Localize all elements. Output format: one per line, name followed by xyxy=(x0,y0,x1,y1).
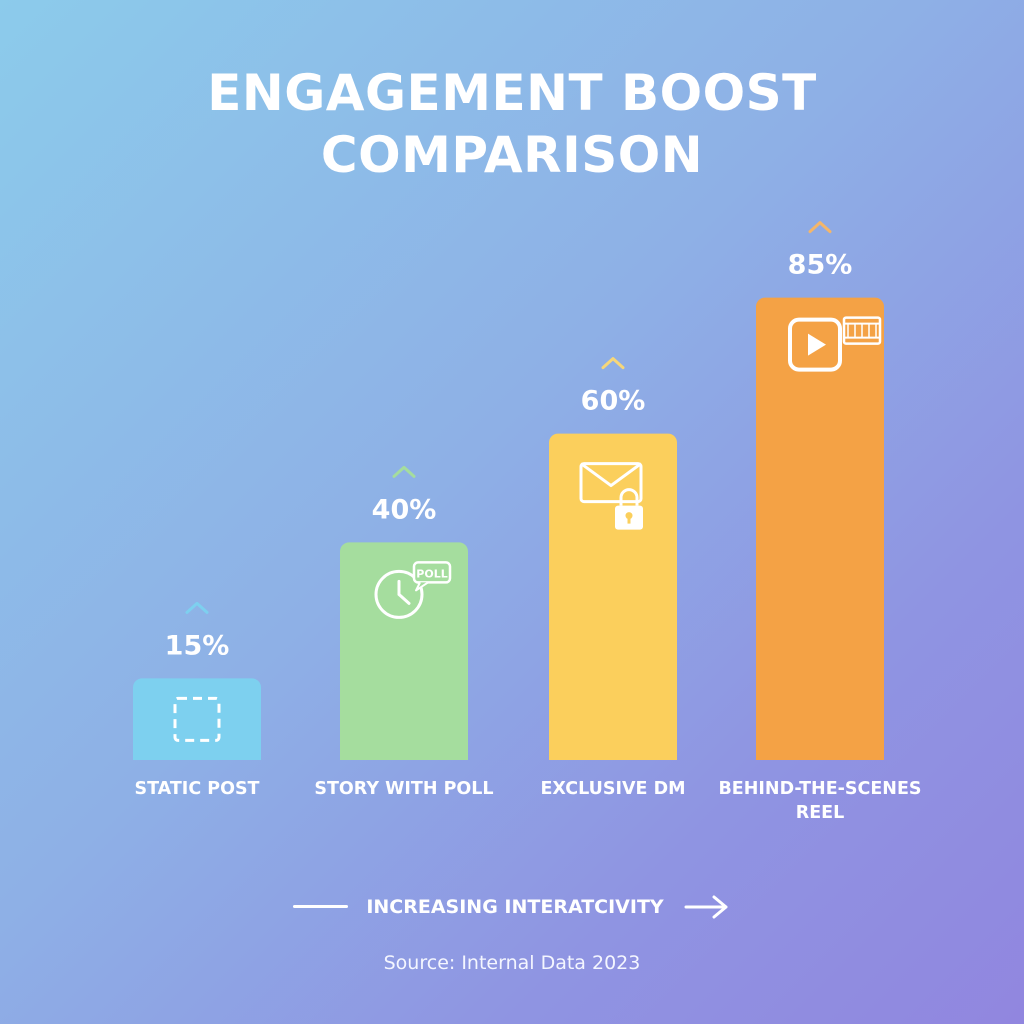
chart-title: ENGAGEMENT BOOST COMPARISON xyxy=(0,62,1024,186)
bar xyxy=(340,542,468,760)
category-label: REEL xyxy=(796,803,845,823)
bar xyxy=(549,433,677,760)
caret-up-icon xyxy=(185,601,209,614)
source-note: Source: Internal Data 2023 xyxy=(383,952,641,974)
caret-up-icon xyxy=(808,221,832,234)
value-label: 85% xyxy=(788,250,853,281)
category-label: STATIC POST xyxy=(135,779,260,799)
bar-base xyxy=(756,748,884,760)
dashed-frame-icon xyxy=(173,696,221,742)
category-label: EXCLUSIVE DM xyxy=(540,779,685,799)
value-label: 40% xyxy=(372,494,437,525)
axis-note: INCREASING INTERATCIVITY xyxy=(366,896,664,918)
category-label: STORY WITH POLL xyxy=(314,779,493,799)
caret-up-icon xyxy=(392,465,416,478)
bar xyxy=(756,297,884,760)
clock-poll-icon: POLL xyxy=(374,561,452,619)
arrow-right-icon xyxy=(684,895,728,919)
caret-up-icon xyxy=(601,357,625,370)
axis-note-line xyxy=(293,905,348,908)
chart-title-line-2: COMPARISON xyxy=(320,126,704,184)
envelope-lock-icon xyxy=(579,462,643,530)
poll-badge-text: POLL xyxy=(416,567,447,580)
value-label: 15% xyxy=(165,630,230,661)
bar-base xyxy=(340,748,468,760)
chart-title-line-1: ENGAGEMENT BOOST xyxy=(207,64,817,122)
category-label: BEHIND-THE-SCENES xyxy=(718,779,921,799)
play-film-icon xyxy=(788,316,882,372)
bar-base xyxy=(549,748,677,760)
bar xyxy=(133,678,261,760)
value-label: 60% xyxy=(581,386,646,417)
bar-base xyxy=(133,748,261,760)
